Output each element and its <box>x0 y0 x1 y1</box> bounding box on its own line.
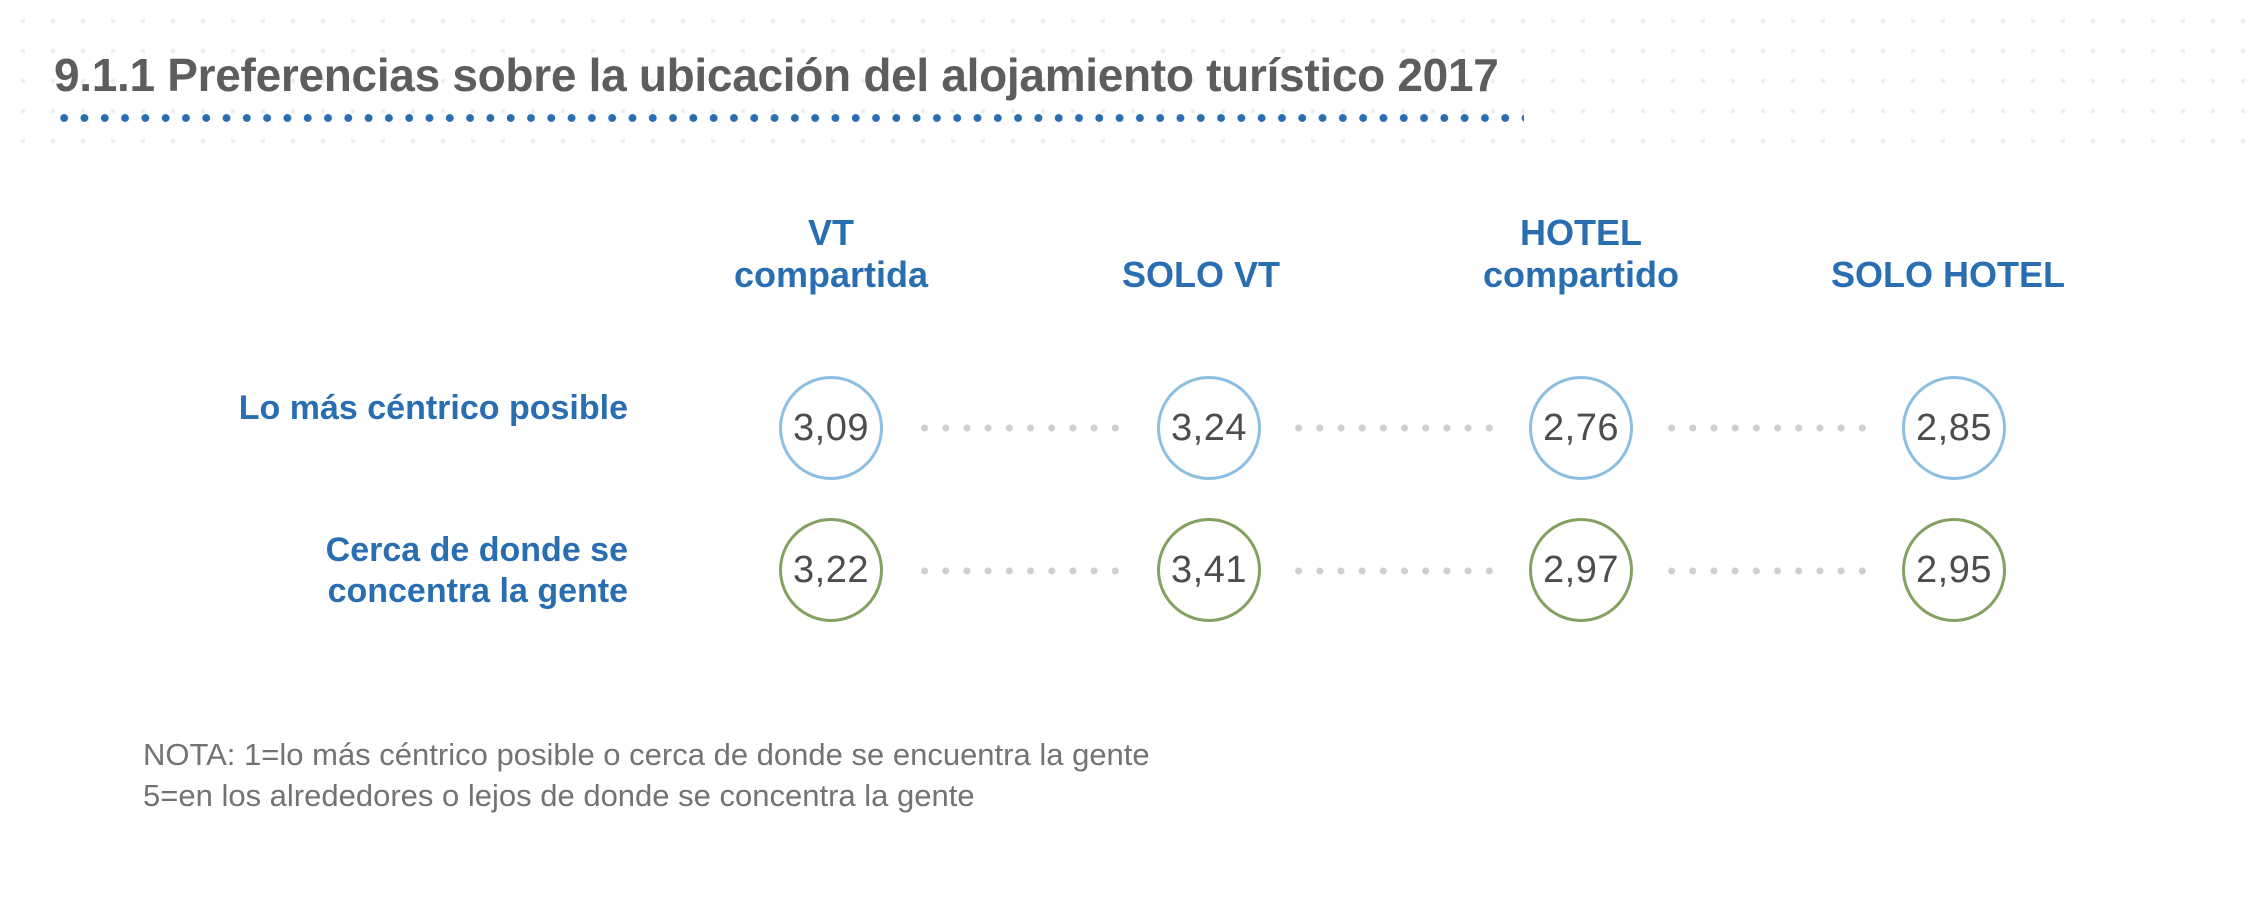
row-label-line1: Lo más céntrico posible <box>238 389 628 427</box>
value-bubble: 3,22 <box>779 518 883 622</box>
column-header-line1: HOTEL <box>1520 212 1642 253</box>
row2-connector <box>1661 566 1873 576</box>
title-dotted-underline <box>54 112 1524 124</box>
column-header-hotel-compartido: HOTEL compartido <box>1421 212 1741 296</box>
row1-connector <box>1288 423 1500 433</box>
column-header-line2: SOLO VT <box>1121 254 1280 295</box>
value-bubble: 2,97 <box>1529 518 1633 622</box>
column-header-solo-hotel: SOLO HOTEL <box>1783 212 2113 296</box>
column-header-line2: SOLO HOTEL <box>1831 254 2065 295</box>
value-bubble: 3,24 <box>1157 376 1261 480</box>
column-header-line1 <box>1041 212 1361 254</box>
column-header-line1: VT <box>807 212 854 253</box>
value-bubble: 2,76 <box>1529 376 1633 480</box>
footnote-line2: 5=en los alrededores o lejos de donde se… <box>143 778 975 813</box>
row2-connector <box>1288 566 1500 576</box>
page-title: 9.1.1 Preferencias sobre la ubicación de… <box>54 49 1499 101</box>
value-bubble: 3,41 <box>1157 518 1261 622</box>
column-header-vt-compartida: VT compartida <box>671 212 991 296</box>
row-label-concentra-gente: Cerca de donde se concentra la gente <box>208 530 628 612</box>
background-dot-pattern <box>0 0 2264 150</box>
value-bubble: 2,85 <box>1902 376 2006 480</box>
footnote-line1: NOTA: 1=lo más céntrico posible o cerca … <box>143 737 1150 772</box>
column-header-line2: compartida <box>733 254 929 295</box>
row-label-line1: Cerca de donde se <box>325 531 628 569</box>
column-header-solo-vt: SOLO VT <box>1041 212 1361 296</box>
value-bubble: 2,95 <box>1902 518 2006 622</box>
row1-connector <box>914 423 1126 433</box>
footnote: NOTA: 1=lo más céntrico posible o cerca … <box>143 734 1150 816</box>
value-bubble: 3,09 <box>779 376 883 480</box>
row1-connector <box>1661 423 1873 433</box>
column-header-line1 <box>1783 212 2113 254</box>
row2-connector <box>914 566 1126 576</box>
column-header-line2: compartido <box>1482 254 1679 295</box>
row-label-line2: concentra la gente <box>327 572 628 610</box>
row-label-centrico: Lo más céntrico posible <box>208 388 628 429</box>
